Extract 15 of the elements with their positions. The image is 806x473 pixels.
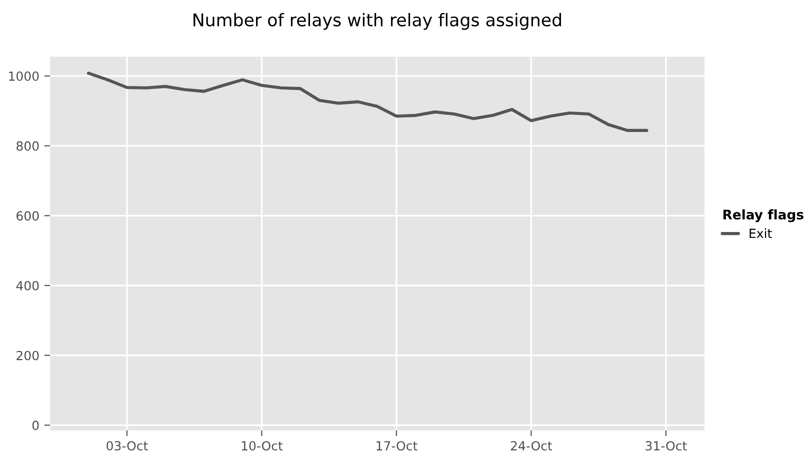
y-tick-label: 200 [16, 350, 39, 360]
y-tick-label: 0 [32, 420, 39, 430]
x-tick-label: 31-Oct [646, 441, 687, 451]
x-tick-label: 10-Oct [242, 441, 283, 451]
x-tick-label: 17-Oct [376, 441, 418, 451]
y-tick-label: 800 [16, 141, 39, 151]
y-tick-label: 1000 [9, 71, 39, 81]
x-tick-label: 03-Oct [106, 441, 148, 451]
x-tick-label: 24-Oct [510, 441, 552, 451]
legend-title: Relay flags [723, 209, 804, 222]
y-tick-label: 600 [16, 211, 39, 221]
line-series [86, 72, 648, 132]
y-tick-label: 400 [16, 280, 39, 290]
chart-title: Number of relays with relay flags assigned [194, 13, 561, 30]
legend-label: Exit [750, 228, 772, 238]
